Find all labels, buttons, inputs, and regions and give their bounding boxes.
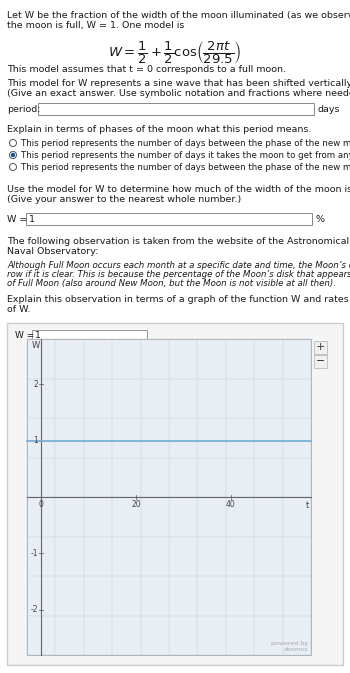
Text: Let W be the fraction of the width of the moon illuminated (as we observe it) as: Let W be the fraction of the width of th… — [7, 11, 350, 20]
Text: powered by
desmos: powered by desmos — [271, 641, 308, 652]
Text: -1: -1 — [31, 549, 38, 558]
Bar — [38, 103, 314, 115]
Text: Explain this observation in terms of a graph of the function W and rates of chan: Explain this observation in terms of a g… — [7, 295, 350, 304]
Text: the moon is full, W = 1. One model is: the moon is full, W = 1. One model is — [7, 21, 184, 30]
Circle shape — [9, 151, 16, 159]
Text: W =: W = — [15, 331, 34, 340]
Text: t: t — [306, 501, 309, 510]
Text: This period represents the number of days it takes the moon to get from any phas: This period represents the number of day… — [21, 151, 350, 160]
Bar — [314, 355, 327, 368]
Circle shape — [11, 153, 15, 157]
Circle shape — [9, 164, 16, 170]
Text: 1: 1 — [34, 436, 38, 445]
Text: Use the model for W to determine how much of the width of the moon is illuminate: Use the model for W to determine how muc… — [7, 185, 350, 194]
Text: (Give your answer to the nearest whole number.): (Give your answer to the nearest whole n… — [7, 195, 241, 204]
Circle shape — [9, 139, 16, 147]
Text: %: % — [315, 215, 324, 224]
Text: 1: 1 — [35, 331, 41, 340]
Text: 0: 0 — [39, 500, 44, 509]
Text: This period represents the number of days between the phase of the new moon and : This period represents the number of day… — [21, 139, 350, 148]
Text: 1: 1 — [29, 215, 35, 225]
Bar — [314, 341, 327, 354]
Text: Naval Observatory:: Naval Observatory: — [7, 247, 98, 256]
Text: 40: 40 — [226, 500, 236, 509]
Bar — [27, 339, 311, 655]
Bar — [26, 213, 312, 225]
Text: This model for W represents a sine wave that has been shifted vertically. State : This model for W represents a sine wave … — [7, 79, 350, 88]
Text: (Give an exact answer. Use symbolic notation and fractions where needed.): (Give an exact answer. Use symbolic nota… — [7, 89, 350, 98]
Text: Explain in terms of phases of the moon what this period means.: Explain in terms of phases of the moon w… — [7, 125, 312, 134]
Text: Although Full Moon occurs each month at a specific date and time, the Moon’s dis: Although Full Moon occurs each month at … — [7, 261, 350, 270]
Text: days: days — [318, 105, 341, 114]
Bar — [7, 323, 343, 665]
Text: 20: 20 — [131, 500, 141, 509]
Text: −: − — [316, 356, 325, 366]
Text: of W.: of W. — [7, 305, 30, 314]
Text: $W = \dfrac{1}{2} + \dfrac{1}{2}\cos\!\left(\dfrac{2\pi t}{29.5}\right)$: $W = \dfrac{1}{2} + \dfrac{1}{2}\cos\!\l… — [108, 39, 242, 66]
Text: 2: 2 — [34, 380, 38, 388]
Text: row if it is clear. This is because the percentage of the Moon’s disk that appea: row if it is clear. This is because the … — [7, 270, 350, 279]
Text: -2: -2 — [31, 605, 38, 614]
Text: The following observation is taken from the website of the Astronomical Applicat: The following observation is taken from … — [7, 237, 350, 246]
Bar — [32, 330, 147, 341]
Text: This period represents the number of days between the phase of the new moon and : This period represents the number of day… — [21, 163, 350, 172]
Text: of Full Moon (also around New Moon, but the Moon is not visible at all then).: of Full Moon (also around New Moon, but … — [7, 279, 336, 288]
Text: This model assumes that t = 0 corresponds to a full moon.: This model assumes that t = 0 correspond… — [7, 65, 286, 74]
Text: W: W — [32, 341, 40, 350]
Text: period:: period: — [7, 105, 41, 114]
Text: +: + — [316, 343, 325, 353]
Text: W =: W = — [7, 215, 27, 224]
